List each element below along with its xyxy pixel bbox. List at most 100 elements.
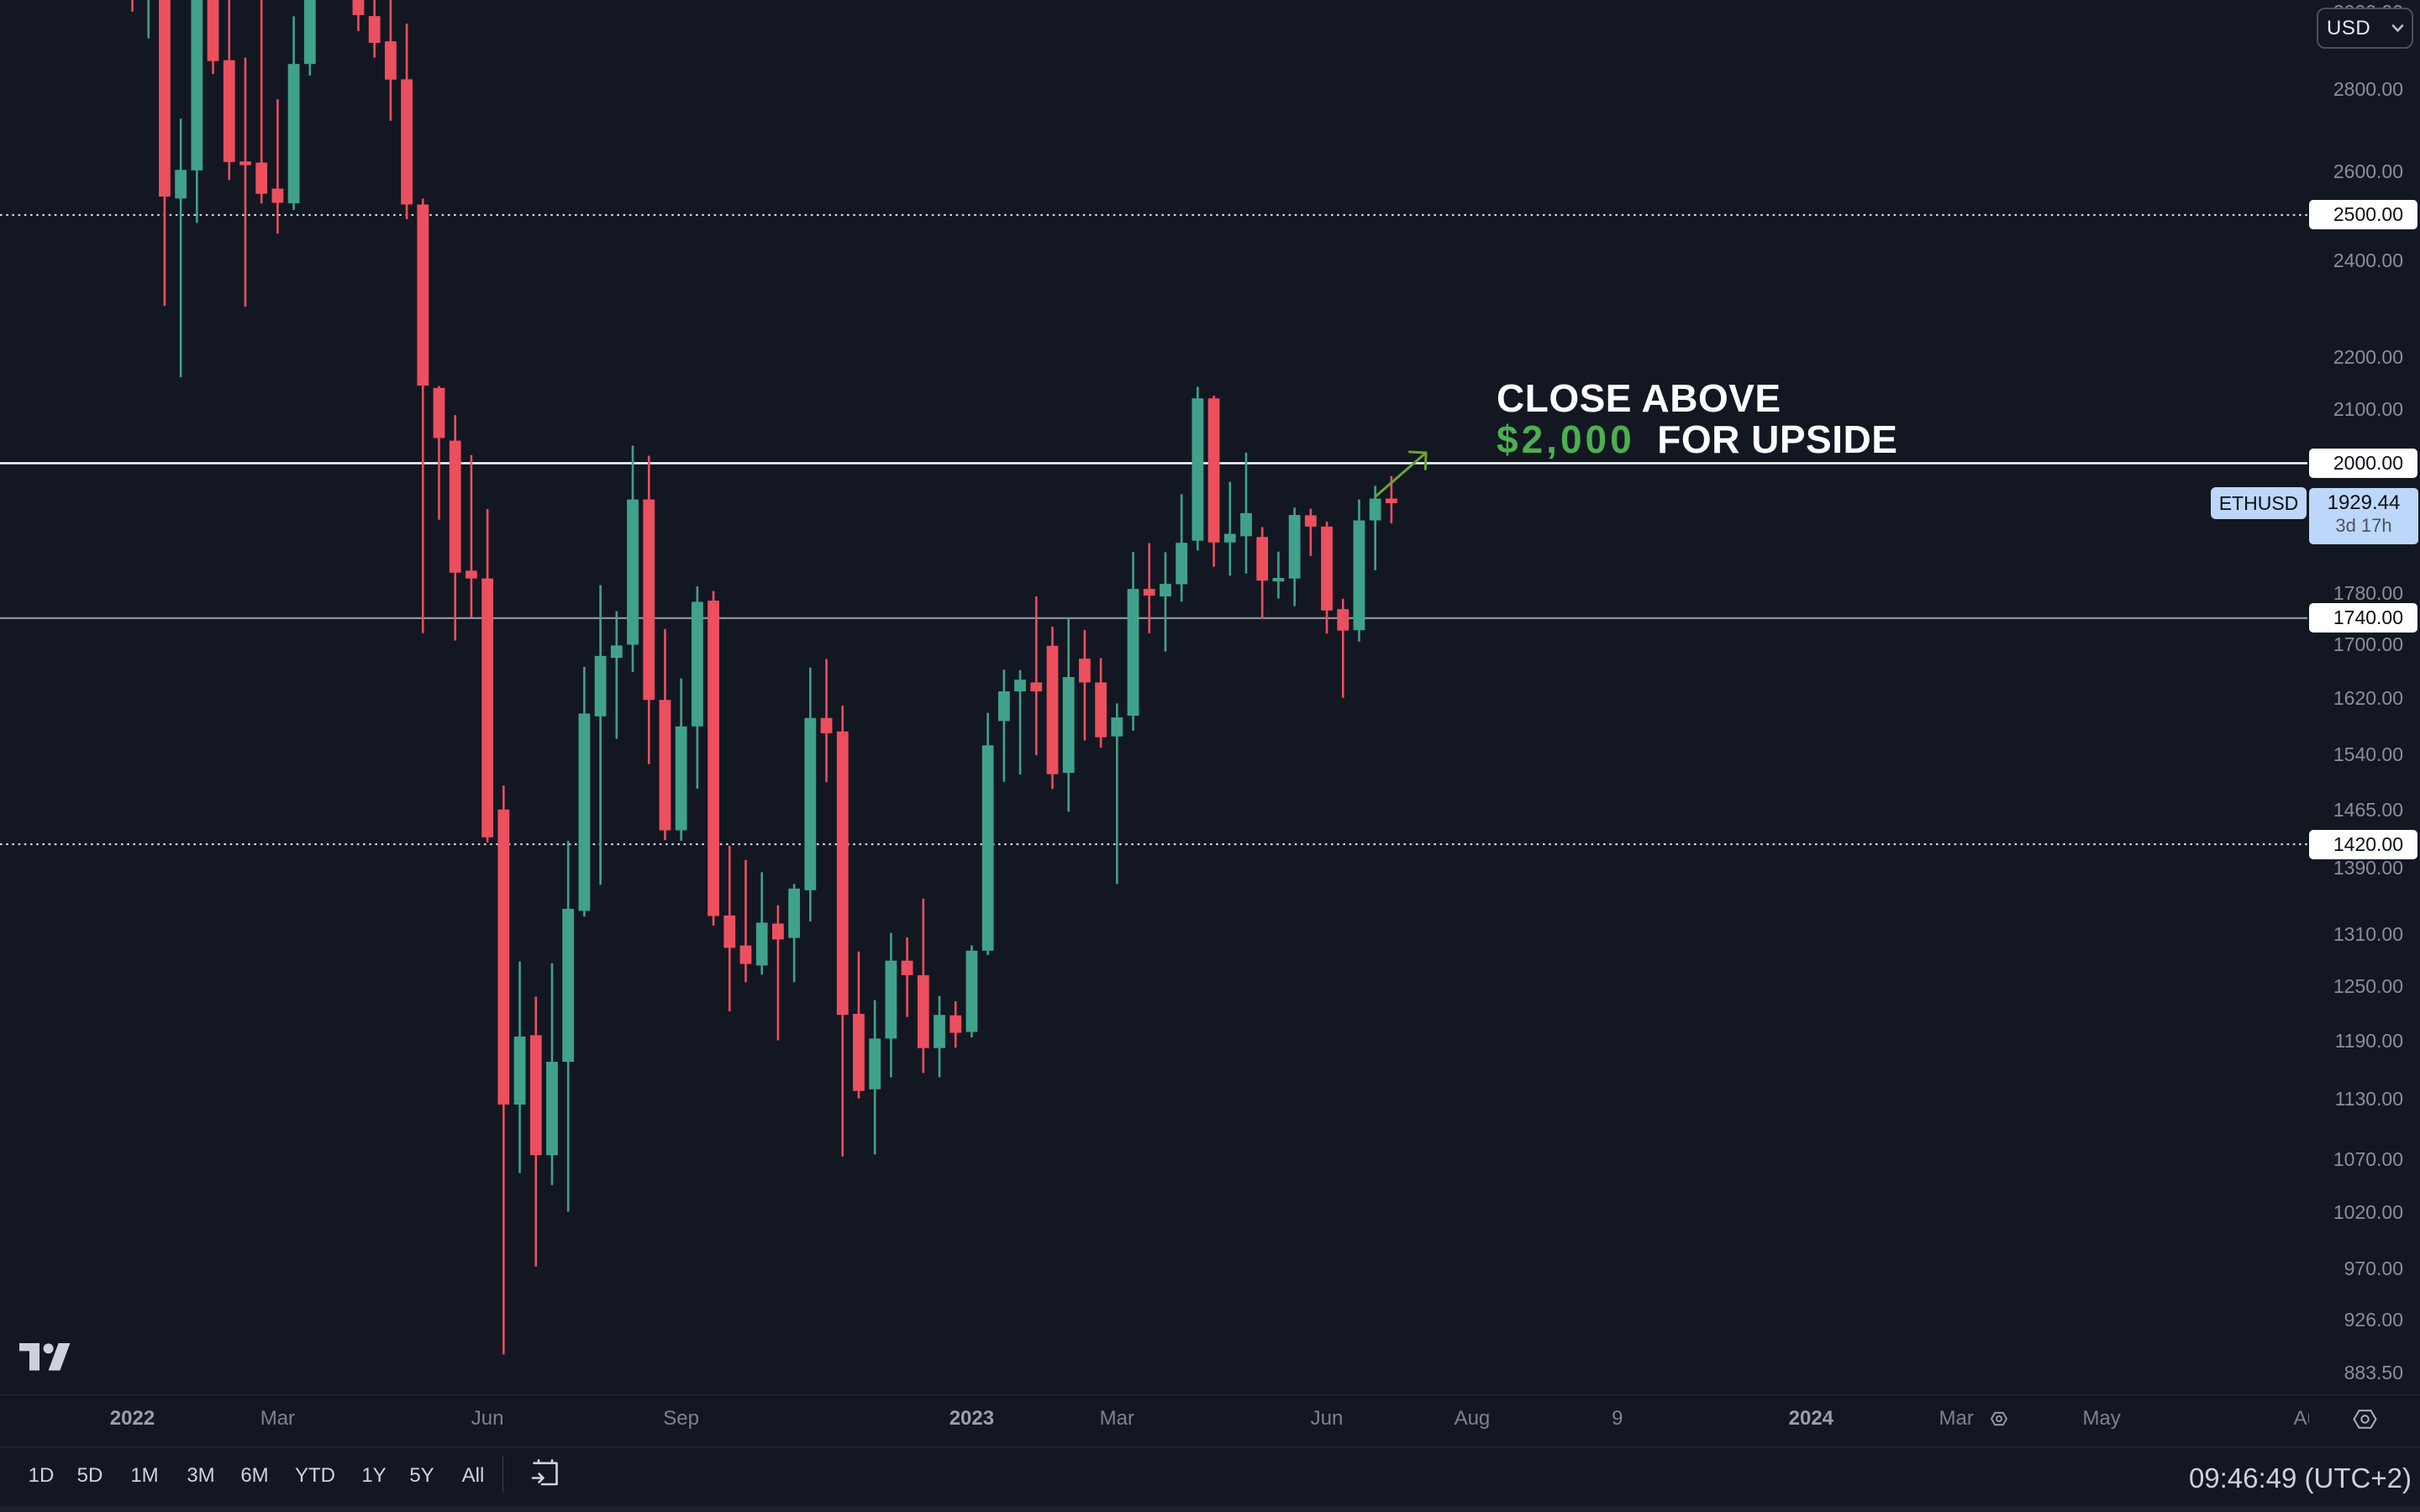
candle-33[interactable]	[659, 628, 671, 841]
candle-10[interactable]	[287, 16, 300, 210]
trend-arrow[interactable]	[1374, 450, 1428, 498]
candle-69[interactable]	[1240, 452, 1252, 574]
candle-78[interactable]	[1385, 475, 1397, 524]
time-label-Mar: Mar	[260, 1407, 296, 1430]
candle-59[interactable]	[1078, 630, 1091, 741]
candle-37[interactable]	[723, 845, 736, 1011]
last-price-badge: 1929.44 3d 17h	[2309, 488, 2418, 545]
candle-52[interactable]	[965, 945, 978, 1037]
candle-71[interactable]	[1272, 551, 1285, 599]
candle-64[interactable]	[1160, 552, 1171, 652]
candle-61[interactable]	[1111, 703, 1123, 885]
candle-18[interactable]	[417, 198, 429, 633]
candle-51[interactable]	[950, 1000, 962, 1048]
candle-34[interactable]	[675, 678, 687, 841]
time-label-May: May	[2082, 1407, 2121, 1430]
go-to-date-icon[interactable]	[530, 1457, 560, 1488]
candle-29[interactable]	[594, 585, 607, 885]
candle-49[interactable]	[917, 898, 929, 1074]
candle-35[interactable]	[691, 585, 703, 789]
price-tick-2100: 2100.00	[2333, 397, 2403, 420]
candle-7[interactable]	[239, 57, 251, 307]
candle-24[interactable]	[513, 961, 526, 1173]
candle-50[interactable]	[934, 995, 945, 1078]
candle-58[interactable]	[1062, 617, 1075, 812]
candle-48[interactable]	[901, 937, 913, 1017]
candle-6[interactable]	[223, 0, 235, 181]
candle-2[interactable]	[159, 0, 171, 307]
candle-22[interactable]	[481, 509, 494, 843]
candle-75[interactable]	[1337, 598, 1349, 698]
time-axis[interactable]: 2022 Mar Jun Sep 2023 Mar Jun Aug 9 2024 Mar May Aug	[0, 1394, 2420, 1446]
range-button-YTD[interactable]: YTD	[295, 1464, 335, 1487]
candle-39[interactable]	[755, 872, 768, 975]
candle-55[interactable]	[1014, 669, 1026, 774]
candle-4[interactable]	[191, 0, 203, 223]
candle-15[interactable]	[368, 0, 381, 58]
candle-11[interactable]	[303, 0, 316, 76]
axis-settings-gear-icon[interactable]	[2353, 1409, 2377, 1430]
candle-23[interactable]	[497, 785, 510, 1355]
candle-19[interactable]	[433, 386, 445, 520]
candle-38[interactable]	[739, 859, 752, 983]
candle-27[interactable]	[562, 840, 575, 1212]
candle-32[interactable]	[643, 455, 655, 764]
candle-40[interactable]	[772, 905, 784, 1041]
candle-31[interactable]	[627, 445, 639, 672]
candle-20[interactable]	[449, 415, 461, 641]
candle-43[interactable]	[820, 659, 833, 783]
candle-57[interactable]	[1046, 627, 1059, 790]
candle-17[interactable]	[401, 24, 413, 219]
candle-77[interactable]	[1369, 486, 1381, 570]
candle-45[interactable]	[853, 951, 865, 1099]
range-button-5Y[interactable]: 5Y	[409, 1464, 434, 1487]
range-button-6M[interactable]: 6M	[240, 1464, 269, 1487]
candle-41[interactable]	[788, 884, 801, 983]
range-button-All[interactable]: All	[461, 1464, 485, 1487]
candlestick-chart[interactable]	[0, 0, 2420, 1394]
candle-67[interactable]	[1207, 396, 1220, 567]
candle-21[interactable]	[466, 454, 477, 618]
price-tick-1465: 1465.00	[2333, 798, 2403, 821]
candle-3[interactable]	[175, 118, 187, 378]
candle-26[interactable]	[546, 963, 558, 1185]
range-button-3M[interactable]: 3M	[187, 1464, 215, 1487]
candle-65[interactable]	[1176, 494, 1188, 602]
candle-16[interactable]	[384, 0, 397, 121]
candle-0[interactable]	[127, 0, 139, 12]
candle-25[interactable]	[529, 996, 542, 1267]
candle-8[interactable]	[255, 0, 268, 204]
candle-30[interactable]	[610, 611, 623, 739]
candle-74[interactable]	[1321, 521, 1333, 634]
currency-selector[interactable]: USD	[2317, 8, 2413, 49]
timezone-gear-icon[interactable]	[1991, 1410, 2007, 1427]
candle-73[interactable]	[1304, 508, 1317, 556]
candle-54[interactable]	[997, 669, 1010, 782]
candle-5[interactable]	[207, 0, 219, 75]
candle-63[interactable]	[1143, 543, 1155, 633]
price-tick-1310: 1310.00	[2333, 922, 2403, 945]
candle-72[interactable]	[1288, 507, 1301, 606]
candle-36[interactable]	[708, 591, 719, 926]
candle-62[interactable]	[1127, 551, 1139, 731]
candle-70[interactable]	[1256, 527, 1269, 619]
candle-60[interactable]	[1095, 658, 1107, 748]
candle-46[interactable]	[869, 1000, 881, 1155]
candle-1[interactable]	[143, 0, 155, 39]
range-button-1M[interactable]: 1M	[130, 1464, 159, 1487]
candle-47[interactable]	[885, 932, 897, 1078]
candle-44[interactable]	[836, 706, 849, 1157]
candle-53[interactable]	[981, 712, 994, 955]
candle-9[interactable]	[271, 99, 284, 234]
candle-68[interactable]	[1223, 481, 1236, 576]
candle-42[interactable]	[804, 667, 817, 921]
candle-76[interactable]	[1353, 499, 1365, 642]
candle-56[interactable]	[1030, 596, 1043, 755]
range-button-5D[interactable]: 5D	[76, 1464, 103, 1487]
candle-28[interactable]	[578, 666, 591, 917]
range-button-1D[interactable]: 1D	[28, 1464, 55, 1487]
candle-14[interactable]	[352, 0, 365, 31]
candle-66[interactable]	[1192, 386, 1204, 551]
tradingview-logo[interactable]	[19, 1343, 71, 1371]
range-button-1Y[interactable]: 1Y	[361, 1464, 387, 1487]
